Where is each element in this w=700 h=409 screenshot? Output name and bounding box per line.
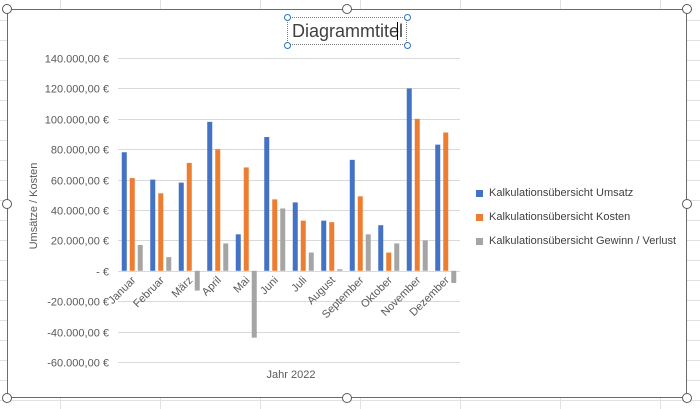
bar — [272, 199, 278, 271]
bar — [280, 208, 286, 271]
y-tick-label: - € — [96, 267, 109, 279]
chart-resize-handle-bottom[interactable] — [342, 393, 352, 403]
chart-title-box[interactable] — [287, 17, 407, 45]
bar — [194, 270, 200, 291]
bar — [386, 252, 392, 271]
bar — [308, 252, 314, 271]
chart-resize-handle-top-right[interactable] — [682, 4, 692, 14]
y-tick-label: -60.000,00 € — [47, 358, 109, 370]
bar — [292, 202, 298, 271]
x-tick-label: März — [170, 274, 196, 300]
chart-area[interactable] — [7, 9, 687, 398]
y-tick-label: -20.000,00 € — [47, 297, 109, 309]
legend-label-kosten: Kalkulationsübersicht Kosten — [489, 211, 631, 223]
bar — [422, 240, 428, 271]
chart-resize-handle-bottom-right[interactable] — [682, 393, 692, 403]
bar — [137, 244, 143, 271]
bar — [243, 167, 249, 271]
bar — [215, 149, 221, 271]
chart-title[interactable]: Diagrammtitel — [292, 21, 404, 41]
legend-label-umsatz: Kalkulationsübersicht Umsatz — [489, 187, 634, 199]
y-axis-title: Umsätze / Kosten — [28, 163, 40, 250]
bar — [321, 220, 327, 271]
bar — [443, 132, 449, 271]
legend-label-gewinn-verlust: Kalkulationsübersicht Gewinn / Verlust — [489, 235, 677, 247]
chart-resize-handle-left[interactable] — [2, 199, 12, 209]
bar — [223, 243, 229, 271]
legend-swatch-kosten — [476, 213, 483, 221]
legend-item-kosten: Kalkulationsübersicht Kosten — [476, 211, 676, 223]
x-tick-label: Juli — [289, 274, 309, 294]
bar — [365, 234, 371, 271]
legend-item-umsatz: Kalkulationsübersicht Umsatz — [476, 187, 676, 199]
y-tick-label: 80.000,00 € — [51, 145, 109, 157]
y-tick-label: 60.000,00 € — [51, 176, 109, 188]
y-tick-label: 120.000,00 € — [45, 84, 109, 96]
bar — [121, 152, 127, 271]
bar — [357, 196, 363, 271]
bar — [129, 178, 135, 271]
x-tick-label: Februar — [131, 274, 167, 310]
bar — [300, 220, 306, 271]
bar — [166, 257, 172, 271]
chart-legend[interactable]: Kalkulationsübersicht Umsatz Kalkulation… — [476, 187, 676, 259]
bar — [158, 193, 164, 271]
x-tick-label: Juni — [258, 274, 281, 297]
title-resize-handle-tr[interactable] — [404, 14, 411, 21]
chart-resize-handle-bottom-left[interactable] — [2, 393, 12, 403]
bar — [178, 182, 184, 271]
x-axis-title: Jahr 2022 — [267, 369, 316, 381]
y-tick-label: 100.000,00 € — [45, 115, 109, 127]
bar — [207, 121, 213, 271]
x-tick-label: April — [200, 274, 224, 298]
y-tick-label: 40.000,00 € — [51, 206, 109, 218]
title-resize-handle-bl[interactable] — [284, 42, 291, 49]
title-resize-handle-br[interactable] — [404, 42, 411, 49]
bar — [264, 137, 270, 271]
bar — [235, 234, 241, 271]
bar — [406, 88, 412, 271]
x-tick-label: Mai — [231, 274, 252, 295]
chart-resize-handle-top[interactable] — [342, 4, 352, 14]
bar — [414, 118, 420, 271]
bar — [394, 243, 400, 271]
y-tick-label: 140.000,00 € — [45, 54, 109, 66]
y-tick-label: 20.000,00 € — [51, 236, 109, 248]
bar — [329, 222, 335, 271]
legend-item-gewinn-verlust: Kalkulationsübersicht Gewinn / Verlust — [476, 235, 676, 247]
bar — [349, 159, 355, 271]
bar — [251, 270, 257, 338]
chart-resize-handle-top-left[interactable] — [2, 4, 12, 14]
title-resize-handle-tl[interactable] — [284, 14, 291, 21]
bar — [451, 270, 457, 283]
bar — [378, 225, 384, 271]
bar — [150, 179, 156, 271]
y-tick-label: -40.000,00 € — [47, 328, 109, 340]
bar — [186, 162, 192, 271]
bar — [337, 269, 343, 271]
bar — [435, 144, 441, 271]
text-cursor — [397, 22, 398, 40]
legend-swatch-gewinn-verlust — [476, 237, 483, 245]
chart-resize-handle-right[interactable] — [682, 199, 692, 209]
legend-swatch-umsatz — [476, 189, 483, 197]
